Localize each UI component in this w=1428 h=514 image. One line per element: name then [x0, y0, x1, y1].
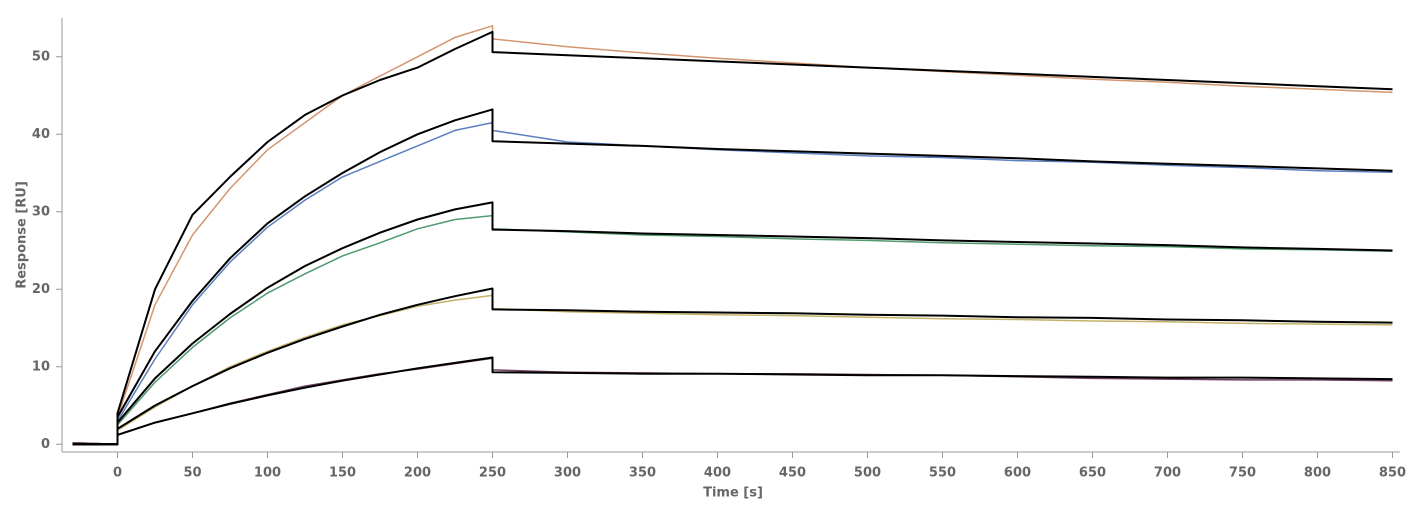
- series-line: [72, 294, 1393, 446]
- x-tick-label: 100: [254, 466, 281, 481]
- y-tick-label: 0: [41, 437, 50, 452]
- series-line: [72, 357, 1393, 446]
- series-line: [72, 214, 1393, 446]
- series-line: [72, 30, 1393, 446]
- x-tick-label: 750: [1229, 466, 1256, 481]
- y-tick-label: 40: [32, 127, 50, 142]
- series-line: [72, 121, 1393, 446]
- x-tick-label: 450: [779, 466, 806, 481]
- x-tick-label: 550: [929, 466, 956, 481]
- series-line: [72, 356, 1393, 446]
- x-tick-label: 0: [113, 466, 122, 481]
- series-line: [72, 287, 1393, 446]
- x-tick-label: 50: [183, 466, 201, 481]
- x-tick-label: 850: [1379, 466, 1406, 481]
- y-tick-label: 30: [32, 204, 50, 219]
- x-tick-label: 200: [404, 466, 431, 481]
- x-tick-label: 300: [554, 466, 581, 481]
- x-tick-label: 350: [629, 466, 656, 481]
- y-tick-label: 50: [32, 49, 50, 64]
- x-tick-label: 150: [329, 466, 356, 481]
- x-tick-label: 600: [1004, 466, 1031, 481]
- y-tick-label: 20: [32, 282, 50, 297]
- x-tick-label: 500: [854, 466, 881, 481]
- series-line: [72, 201, 1393, 446]
- x-tick-label: 250: [479, 466, 506, 481]
- y-axis-label: Response [RU]: [15, 181, 30, 289]
- x-tick-label: 700: [1154, 466, 1181, 481]
- series-line: [72, 108, 1393, 446]
- x-tick-label: 800: [1304, 466, 1331, 481]
- x-axis-label: Time [s]: [703, 486, 763, 501]
- x-tick-label: 650: [1079, 466, 1106, 481]
- y-tick-label: 10: [32, 359, 50, 374]
- x-tick-label: 400: [704, 466, 731, 481]
